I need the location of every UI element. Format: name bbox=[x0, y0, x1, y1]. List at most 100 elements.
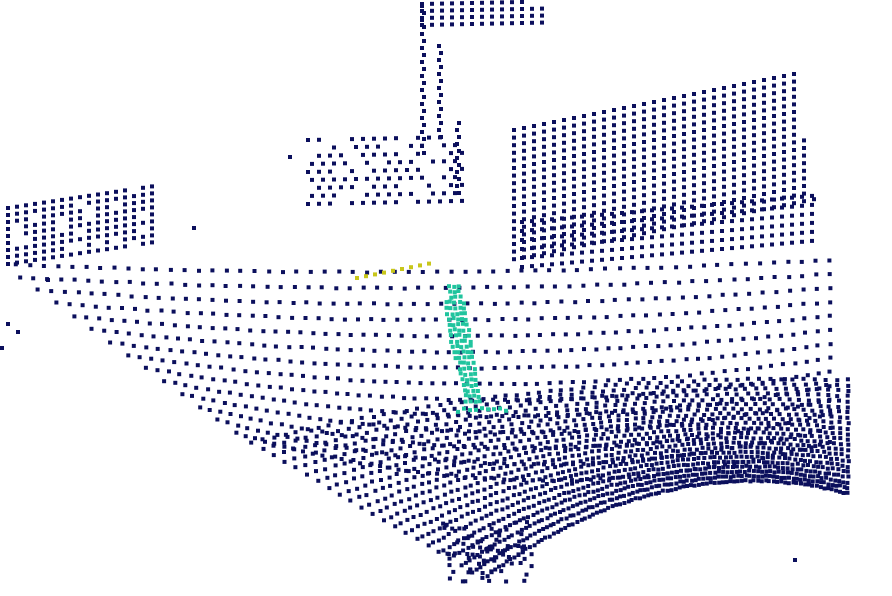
ground-point bbox=[406, 380, 411, 385]
ground-point bbox=[659, 429, 664, 434]
building-point bbox=[790, 240, 794, 245]
structure-point bbox=[409, 191, 413, 196]
ground-point bbox=[497, 564, 501, 569]
ground-point bbox=[786, 259, 791, 264]
ground-point bbox=[406, 469, 411, 474]
building-point bbox=[662, 98, 666, 102]
ground-point bbox=[385, 302, 390, 307]
ground-point bbox=[335, 362, 340, 367]
ground-point bbox=[197, 325, 202, 330]
ground-point bbox=[385, 465, 390, 470]
building-point bbox=[752, 194, 756, 198]
ground-point bbox=[732, 436, 737, 440]
ground-point bbox=[442, 483, 447, 488]
ground-point bbox=[579, 396, 584, 401]
ground-point bbox=[592, 315, 597, 320]
building-point bbox=[570, 242, 574, 247]
ground-point bbox=[846, 448, 851, 453]
ground-point bbox=[641, 458, 646, 463]
ground-point bbox=[767, 431, 772, 436]
ground-point bbox=[618, 502, 622, 507]
building-point bbox=[652, 168, 656, 173]
ground-point bbox=[442, 473, 447, 478]
ground-point bbox=[665, 476, 670, 481]
building-point bbox=[542, 137, 546, 142]
ground-point bbox=[462, 526, 467, 531]
structure-point bbox=[350, 185, 354, 190]
ground-point bbox=[475, 481, 480, 486]
ground-point bbox=[403, 425, 408, 430]
ground-point bbox=[840, 458, 845, 463]
building-point bbox=[712, 141, 716, 146]
building-point bbox=[642, 102, 646, 106]
ground-point bbox=[695, 434, 700, 439]
person-point bbox=[451, 316, 456, 321]
structure-point bbox=[365, 192, 369, 197]
canopy-point bbox=[460, 15, 464, 20]
ground-point bbox=[235, 327, 240, 332]
ground-point bbox=[630, 443, 635, 448]
pole-point bbox=[420, 46, 424, 50]
ground-point bbox=[649, 492, 654, 497]
ground-point bbox=[503, 397, 507, 402]
person-point bbox=[468, 339, 473, 344]
ground-point bbox=[728, 475, 733, 480]
ground-point bbox=[762, 305, 767, 310]
small-object-points bbox=[355, 261, 431, 280]
ground-point bbox=[828, 286, 833, 291]
structure-point bbox=[438, 135, 442, 140]
ground-point bbox=[780, 417, 785, 422]
ground-point bbox=[538, 400, 543, 405]
ground-point bbox=[342, 317, 347, 322]
ground-point bbox=[699, 417, 703, 422]
ground-point bbox=[395, 511, 400, 516]
ground-point bbox=[442, 492, 447, 497]
ground-point bbox=[559, 477, 564, 482]
building-point bbox=[642, 109, 646, 114]
canopy-point bbox=[440, 8, 444, 13]
ground-point bbox=[793, 361, 798, 366]
ground-point bbox=[592, 437, 597, 442]
ground-point bbox=[475, 498, 480, 503]
ground-point bbox=[530, 444, 535, 449]
building-point bbox=[712, 156, 716, 161]
wall-point bbox=[69, 210, 73, 215]
building-point bbox=[750, 244, 754, 249]
wall-point bbox=[96, 227, 100, 232]
ground-point bbox=[436, 549, 441, 554]
ground-point bbox=[307, 415, 312, 420]
ground-point bbox=[278, 372, 283, 377]
building-point bbox=[770, 206, 774, 211]
ground-point bbox=[772, 275, 777, 279]
ground-point bbox=[169, 281, 174, 286]
ground-point bbox=[815, 479, 820, 484]
ground-point bbox=[741, 336, 746, 341]
ground-point bbox=[357, 425, 362, 430]
ground-point bbox=[483, 504, 487, 509]
building-point bbox=[652, 176, 656, 180]
ground-point bbox=[648, 391, 653, 396]
ground-point bbox=[618, 481, 623, 486]
ground-point bbox=[463, 493, 468, 498]
ground-point bbox=[449, 489, 454, 494]
ground-point bbox=[810, 479, 815, 484]
ground-point bbox=[114, 330, 119, 334]
ground-point bbox=[520, 349, 525, 353]
person-point bbox=[449, 295, 454, 300]
ground-point bbox=[825, 435, 830, 440]
ground-point bbox=[671, 464, 676, 468]
wall-point bbox=[87, 200, 91, 205]
ground-point bbox=[706, 446, 711, 451]
ground-point bbox=[604, 460, 609, 465]
small-object-point bbox=[373, 272, 377, 277]
building-point bbox=[532, 207, 536, 212]
structure-point bbox=[317, 137, 321, 142]
wall-point bbox=[78, 251, 82, 256]
building-point bbox=[612, 130, 616, 135]
ground-point bbox=[744, 463, 749, 468]
building-point bbox=[772, 136, 776, 141]
ground-point bbox=[750, 396, 754, 401]
ground-point bbox=[592, 496, 597, 501]
building-point bbox=[630, 246, 634, 251]
ground-point bbox=[725, 464, 730, 469]
